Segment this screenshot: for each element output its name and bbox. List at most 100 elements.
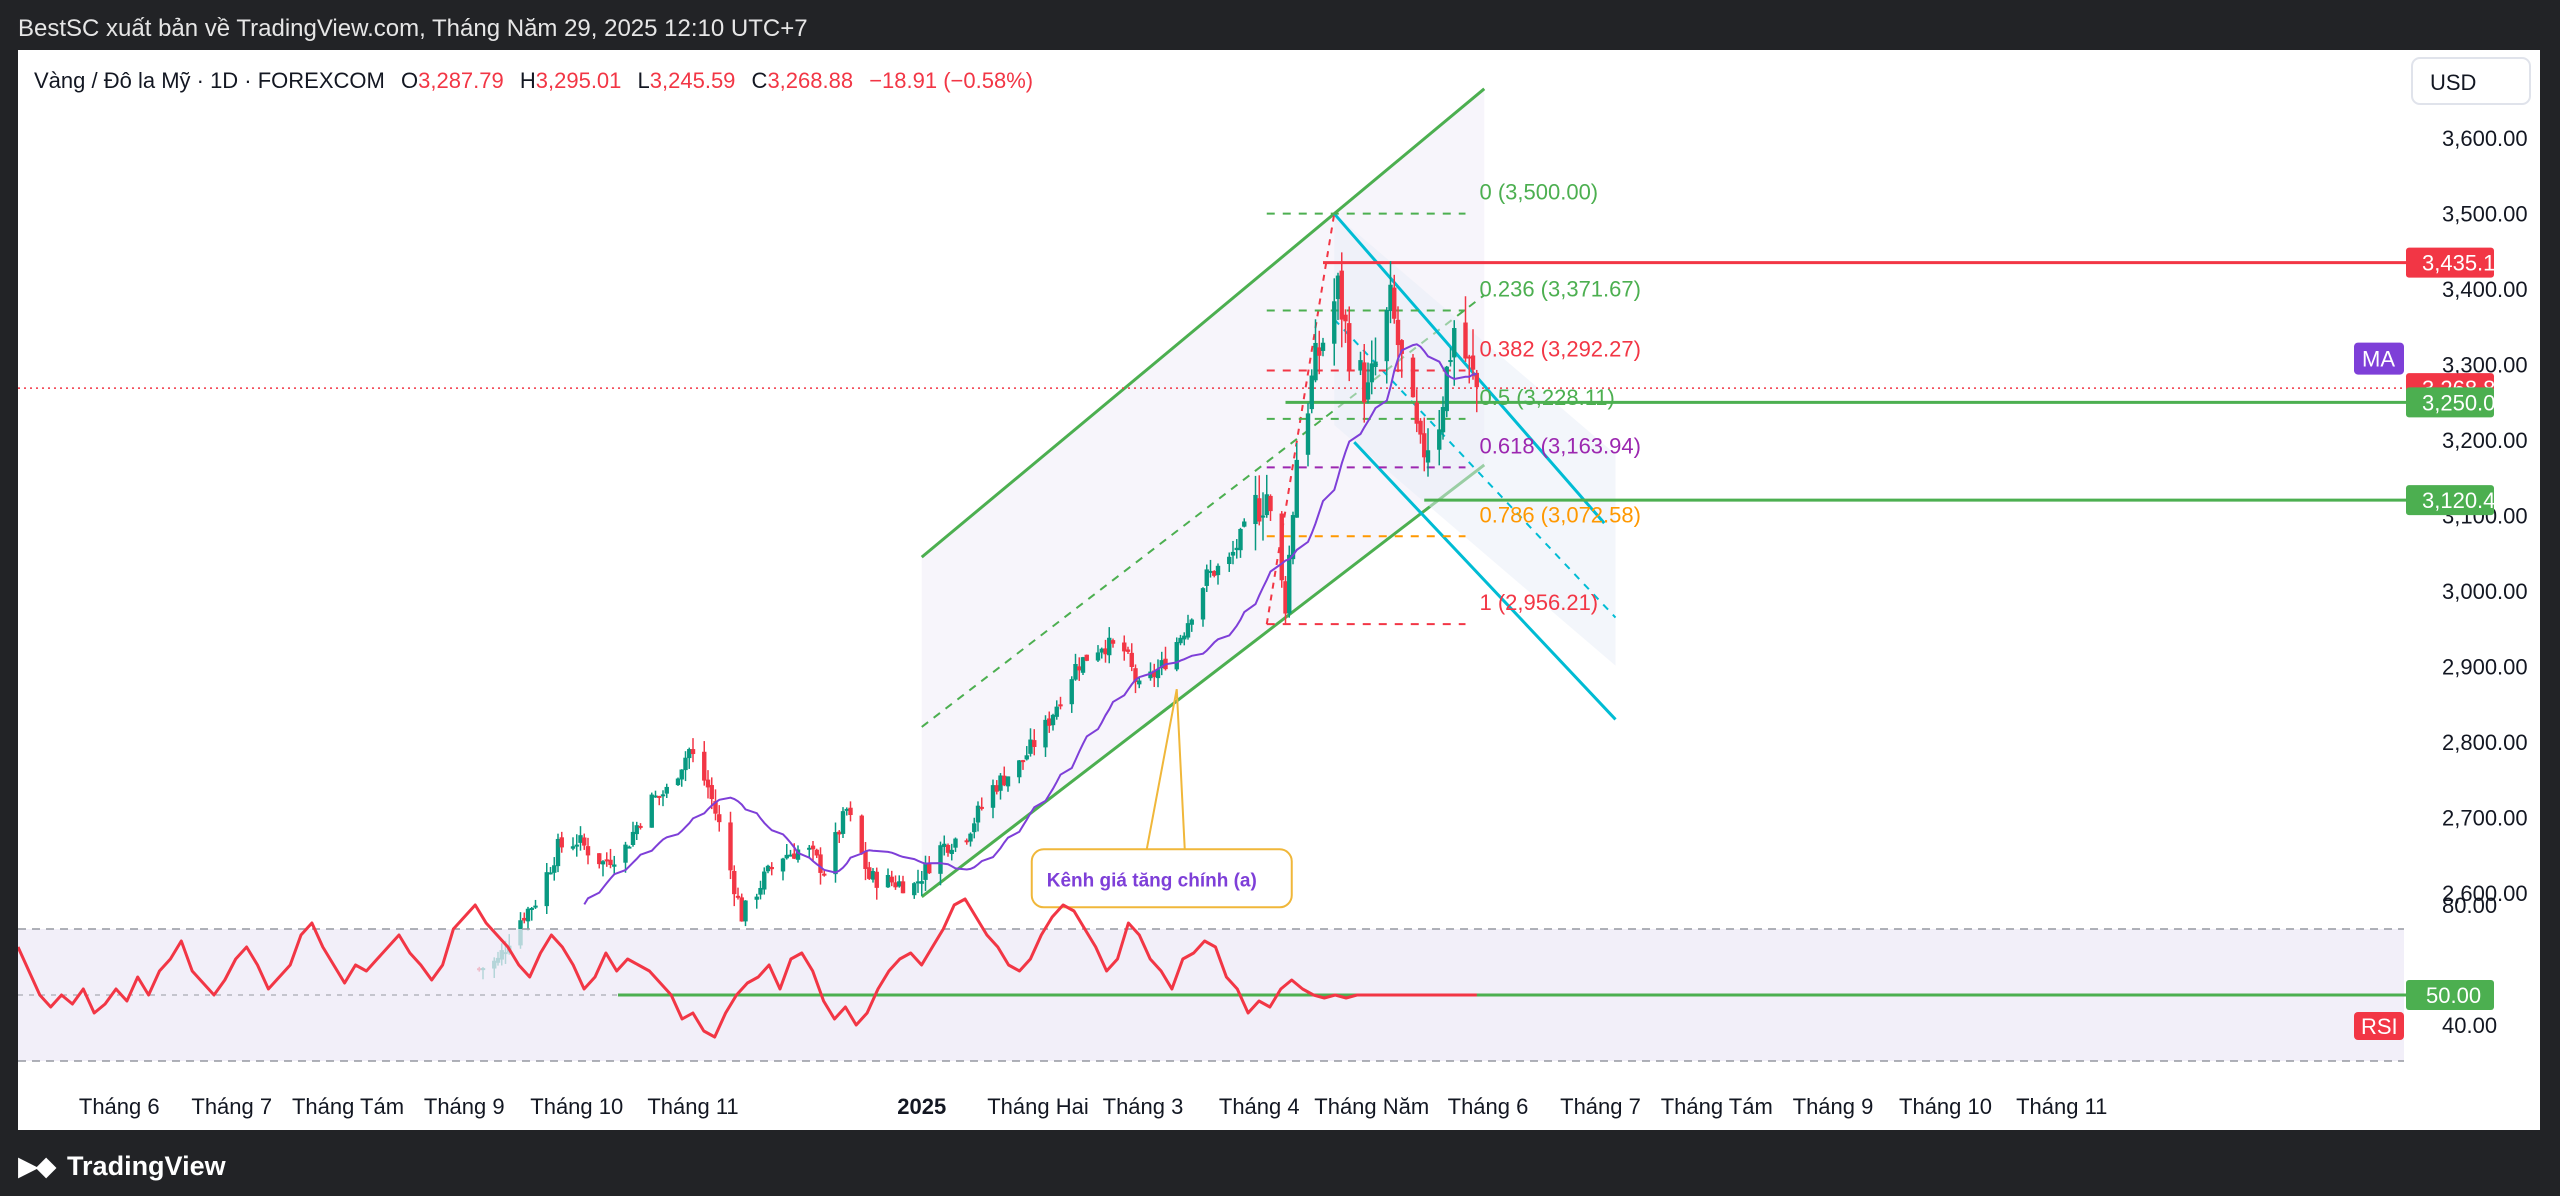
candle-body[interactable] xyxy=(552,865,557,873)
candle-body[interactable] xyxy=(1418,420,1423,435)
candle-body[interactable] xyxy=(1283,581,1288,614)
candle-body[interactable] xyxy=(664,786,669,794)
candle-body[interactable] xyxy=(1077,666,1082,671)
candle-body[interactable] xyxy=(1185,623,1191,638)
candle-body[interactable] xyxy=(634,825,639,835)
candle-body[interactable] xyxy=(1129,652,1134,667)
candle-body[interactable] xyxy=(859,815,864,854)
candle-body[interactable] xyxy=(1242,521,1247,527)
candle-body[interactable] xyxy=(1080,657,1086,673)
candle-body[interactable] xyxy=(1369,363,1374,383)
candle-body[interactable] xyxy=(1230,551,1236,556)
falling-channel-mid-line[interactable] xyxy=(1333,318,1617,619)
candle-body[interactable] xyxy=(885,875,891,888)
candle-body[interactable] xyxy=(1373,361,1378,368)
candle-body[interactable] xyxy=(945,844,951,853)
candle-body[interactable] xyxy=(1208,570,1213,573)
candle-body[interactable] xyxy=(1043,719,1048,748)
candle-body[interactable] xyxy=(1437,429,1442,450)
time-axis[interactable]: Tháng 6 Tháng 7 Tháng Tám Tháng 9 Tháng 10 Th… xyxy=(18,1094,2540,1130)
candle-body[interactable] xyxy=(739,897,744,922)
candle-body[interactable] xyxy=(630,831,636,845)
candle-body[interactable] xyxy=(833,832,838,875)
rising-channel-lower-line[interactable] xyxy=(920,463,1486,898)
candle-body[interactable] xyxy=(600,861,606,865)
candle-body[interactable] xyxy=(949,849,954,855)
fibonacci-retracement[interactable]: 0 (3,500.00) 0.236 (3,371.67) 0.382 (3,292… xyxy=(1265,180,1641,626)
candle-body[interactable] xyxy=(559,837,564,848)
candle-body[interactable] xyxy=(1073,663,1078,680)
candle-body[interactable] xyxy=(1332,301,1337,344)
candle-body[interactable] xyxy=(702,751,707,781)
candle-body[interactable] xyxy=(762,871,767,890)
candle-body[interactable] xyxy=(844,808,849,811)
candle-body[interactable] xyxy=(994,785,999,792)
candle-body[interactable] xyxy=(555,838,561,867)
candle-body[interactable] xyxy=(709,785,714,800)
candle-body[interactable] xyxy=(525,908,531,922)
candle-body[interactable] xyxy=(1253,494,1258,525)
candle-body[interactable] xyxy=(1234,547,1239,551)
moving-average[interactable] xyxy=(583,343,1477,905)
candle-body[interactable] xyxy=(900,881,906,894)
candle-body[interactable] xyxy=(979,806,984,809)
candle-body[interactable] xyxy=(1017,760,1022,778)
candle-body[interactable] xyxy=(608,859,613,866)
candle-body[interactable] xyxy=(1335,275,1341,300)
candle-body[interactable] xyxy=(807,847,812,850)
candle-body[interactable] xyxy=(574,844,579,847)
candle-body[interactable] xyxy=(1320,342,1326,351)
candle-body[interactable] xyxy=(953,838,958,848)
candle-body[interactable] xyxy=(1257,498,1262,522)
candle-body[interactable] xyxy=(732,870,737,895)
candle-body[interactable] xyxy=(657,795,662,798)
candle-body[interactable] xyxy=(1155,669,1161,679)
candle-body[interactable] xyxy=(1095,652,1101,661)
candle-body[interactable] xyxy=(1227,556,1232,565)
candle-body[interactable] xyxy=(705,779,711,788)
candle-body[interactable] xyxy=(717,814,722,823)
candle-body[interactable] xyxy=(923,862,928,880)
candle-body[interactable] xyxy=(582,837,587,846)
candle-body[interactable] xyxy=(1047,718,1052,726)
candle-body[interactable] xyxy=(1287,554,1292,614)
candle-body[interactable] xyxy=(822,873,827,876)
candle-body[interactable] xyxy=(1125,649,1131,652)
candle-body[interactable] xyxy=(1107,637,1112,656)
candle-body[interactable] xyxy=(570,846,576,849)
candle-body[interactable] xyxy=(1148,671,1153,679)
moving-average-line[interactable] xyxy=(583,343,1477,905)
candle-body[interactable] xyxy=(942,843,947,847)
candle-body[interactable] xyxy=(1133,668,1138,682)
candle-body[interactable] xyxy=(529,907,534,910)
candle-body[interactable] xyxy=(713,801,718,814)
candle-body[interactable] xyxy=(1395,319,1401,346)
candle-body[interactable] xyxy=(792,853,797,859)
candle-body[interactable] xyxy=(1215,565,1221,576)
candle-body[interactable] xyxy=(814,849,819,856)
candle-body[interactable] xyxy=(1440,407,1446,433)
candle-body[interactable] xyxy=(1050,714,1056,726)
candle-body[interactable] xyxy=(1159,660,1164,668)
candle-body[interactable] xyxy=(1260,515,1266,518)
candle-body[interactable] xyxy=(1020,760,1026,763)
candle-body[interactable] xyxy=(1152,670,1157,678)
candle-body[interactable] xyxy=(754,896,759,900)
candle-body[interactable] xyxy=(874,871,879,888)
candle-body[interactable] xyxy=(1264,494,1269,516)
candle-body[interactable] xyxy=(795,849,801,860)
candle-body[interactable] xyxy=(728,822,733,871)
falling-channel-lower-line[interactable] xyxy=(1353,441,1617,721)
candle-body[interactable] xyxy=(867,867,872,879)
candle-body[interactable] xyxy=(837,831,842,835)
candle-body[interactable] xyxy=(612,864,617,867)
candle-body[interactable] xyxy=(1212,571,1217,576)
chart-svg[interactable]: Vàng / Đô la Mỹ · 1D · FOREXCOM O3,287.7… xyxy=(16,50,2540,1130)
candle-body[interactable] xyxy=(919,881,924,884)
candle-body[interactable] xyxy=(1343,314,1348,322)
candle-body[interactable] xyxy=(1399,340,1404,354)
candle-body[interactable] xyxy=(1414,402,1419,424)
candle-body[interactable] xyxy=(1425,450,1431,463)
candle-body[interactable] xyxy=(1317,347,1322,356)
candle-body[interactable] xyxy=(585,846,591,856)
